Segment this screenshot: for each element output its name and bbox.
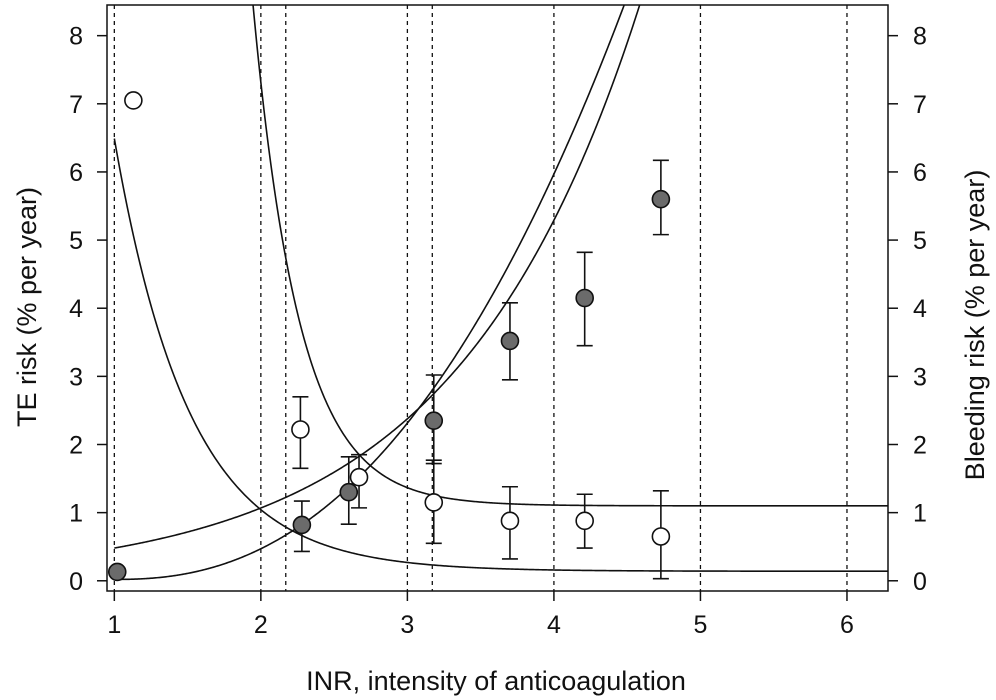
reference-lines — [113, 5, 848, 591]
y-tick-label-right: 7 — [913, 91, 927, 119]
y-tick-label-right: 3 — [913, 363, 927, 391]
y-tick-label-left: 3 — [69, 363, 83, 391]
y-tick-label-right: 2 — [913, 432, 927, 460]
y-axis-left: 0 1 2 3 4 5 6 7 8 — [69, 23, 107, 596]
bleeding-point — [651, 189, 671, 209]
y-tick-label-left: 6 — [69, 159, 83, 187]
bleeding-point — [107, 562, 127, 582]
te-point — [500, 511, 520, 531]
y-tick-label-left: 5 — [69, 227, 83, 255]
y-tick-label-left: 8 — [69, 23, 83, 51]
x-tick-label: 5 — [693, 611, 707, 639]
x-tick-label: 6 — [840, 611, 854, 639]
bleeding-point — [292, 515, 312, 535]
bleeding-point — [500, 331, 520, 351]
y-tick-label-left: 7 — [69, 91, 83, 119]
y-tick-label-left: 1 — [69, 500, 83, 528]
te-point — [349, 467, 369, 487]
y-tick-label-right: 6 — [913, 159, 927, 187]
te-point — [651, 527, 671, 546]
te-point — [575, 511, 594, 531]
fit-curves — [113, 5, 888, 581]
y-tick-label-right: 1 — [913, 500, 927, 528]
y-tick-label-right: 8 — [913, 23, 927, 51]
te-point — [424, 493, 444, 512]
y-tick-label-left: 0 — [69, 568, 83, 596]
y-tick-label-left: 2 — [69, 432, 83, 460]
error-bars — [292, 159, 669, 580]
bleeding-point — [339, 482, 359, 502]
te-point — [291, 420, 310, 439]
x-tick-label: 2 — [254, 611, 268, 639]
fit-curve — [114, 5, 641, 549]
y-tick-label-left: 4 — [69, 295, 83, 323]
y-tick-label-right: 4 — [913, 295, 927, 323]
y-tick-label-right: 0 — [913, 568, 927, 596]
fit-curve — [113, 138, 888, 573]
y-axis-right: 0 1 2 3 4 5 6 7 8 — [888, 23, 927, 596]
fit-curve — [252, 5, 888, 507]
te-point — [124, 91, 143, 110]
bleeding-point — [424, 411, 444, 430]
x-tick-label: 4 — [547, 611, 561, 639]
y-tick-label-right: 5 — [913, 227, 927, 255]
plot-frame — [106, 4, 889, 592]
x-axis-title: INR, intensity of anticoagulation — [306, 666, 686, 696]
fit-curve — [114, 5, 626, 581]
x-tick-label: 1 — [107, 611, 121, 639]
x-tick-label: 3 — [400, 611, 414, 639]
x-axis: 1 2 3 4 5 6 — [107, 591, 854, 639]
bleeding-point — [575, 288, 594, 308]
y-axis-left-title: TE risk (% per year) — [12, 187, 42, 427]
data-points — [107, 91, 671, 582]
y-axis-right-title: Bleeding risk (% per year) — [960, 170, 990, 481]
